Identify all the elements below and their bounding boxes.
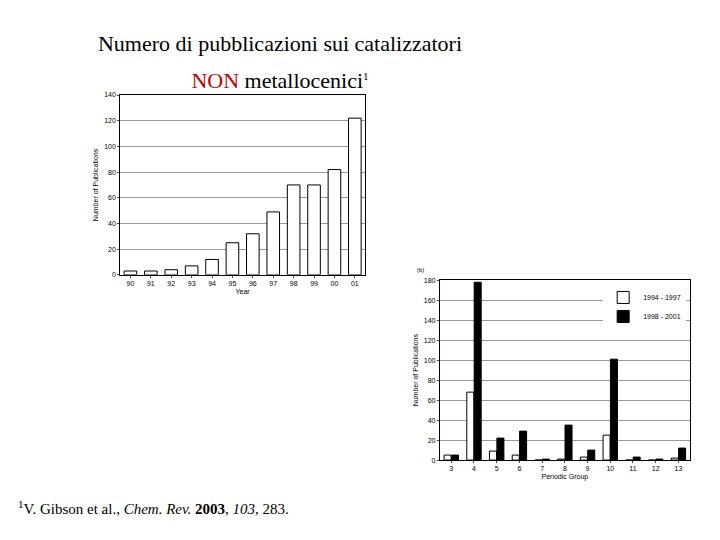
svg-text:5: 5 <box>495 465 499 472</box>
svg-text:40: 40 <box>428 417 436 424</box>
svg-text:0: 0 <box>432 457 436 464</box>
svg-text:80: 80 <box>108 169 116 176</box>
svg-text:94: 94 <box>208 280 216 287</box>
svg-text:6: 6 <box>517 465 521 472</box>
svg-text:93: 93 <box>188 280 196 287</box>
svg-text:180: 180 <box>424 277 436 284</box>
svg-text:Periodic Group: Periodic Group <box>541 473 588 481</box>
html-text:NON metallocenici: NON metallocenici <box>191 68 364 94</box>
svg-text:120: 120 <box>424 337 436 344</box>
svg-text:9: 9 <box>586 465 590 472</box>
svg-text:13: 13 <box>675 465 683 472</box>
svg-text:140: 140 <box>424 317 436 324</box>
svg-text:100: 100 <box>104 143 116 150</box>
svg-text:Year: Year <box>236 288 251 295</box>
svg-text:Number of Publications: Number of Publications <box>412 333 419 406</box>
svg-text:97: 97 <box>269 280 277 287</box>
svg-text:20: 20 <box>108 246 116 253</box>
svg-text:01: 01 <box>351 280 359 287</box>
svg-text:0: 0 <box>112 271 116 278</box>
html-text:1: 1 <box>363 70 369 82</box>
svg-text:Number of Publications: Number of Publications <box>92 148 99 221</box>
svg-text:160: 160 <box>424 297 436 304</box>
svg-text:12: 12 <box>652 465 660 472</box>
svg-text:100: 100 <box>424 357 436 364</box>
svg-text:8: 8 <box>563 465 567 472</box>
svg-text:98: 98 <box>290 280 298 287</box>
svg-text:92: 92 <box>167 280 175 287</box>
svg-text:1998 - 2001: 1998 - 2001 <box>643 313 680 320</box>
svg-text:3: 3 <box>449 465 453 472</box>
svg-text:10: 10 <box>606 465 614 472</box>
svg-text:80: 80 <box>428 377 436 384</box>
svg-text:140: 140 <box>104 91 116 98</box>
svg-text:120: 120 <box>104 117 116 124</box>
svg-text:95: 95 <box>229 280 237 287</box>
html-text:Numero di pubblicazioni sui ca: Numero di pubblicazioni sui catalizzator… <box>97 31 462 56</box>
svg-text:1994 - 1997: 1994 - 1997 <box>643 294 680 301</box>
svg-text:90: 90 <box>127 280 135 287</box>
svg-text:96: 96 <box>249 280 257 287</box>
svg-text:99: 99 <box>310 280 318 287</box>
svg-text:00: 00 <box>331 280 339 287</box>
svg-text:40: 40 <box>108 220 116 227</box>
svg-text:7: 7 <box>540 465 544 472</box>
svg-text:91: 91 <box>147 280 155 287</box>
svg-text:60: 60 <box>108 194 116 201</box>
html-text:1V. Gibson et al., Chem. Rev.: 1V. Gibson et al., Chem. Rev. 2003, 103,… <box>18 498 289 517</box>
svg-text:11: 11 <box>629 465 636 472</box>
svg-text:60: 60 <box>428 397 436 404</box>
svg-text:(b): (b) <box>417 267 424 273</box>
svg-text:20: 20 <box>428 437 436 444</box>
svg-text:4: 4 <box>472 465 476 472</box>
